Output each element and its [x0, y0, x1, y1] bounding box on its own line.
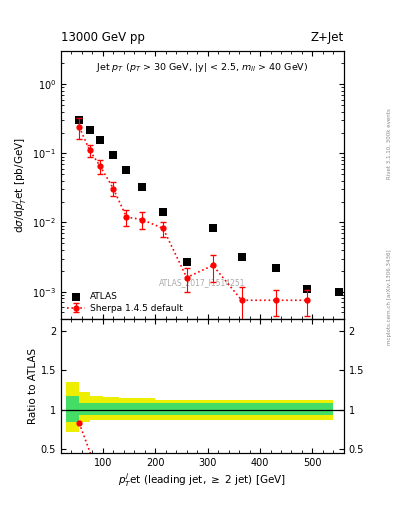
X-axis label: $p_T^{j}$et (leading jet, $\geq$ 2 jet) [GeV]: $p_T^{j}$et (leading jet, $\geq$ 2 jet) … — [118, 471, 286, 488]
ATLAS — [184, 258, 190, 266]
Y-axis label: d$\sigma$/d$p_T^{j}$et [pb/GeV]: d$\sigma$/d$p_T^{j}$et [pb/GeV] — [11, 137, 29, 233]
Text: 13000 GeV pp: 13000 GeV pp — [61, 31, 145, 44]
Text: Rivet 3.1.10, 300k events: Rivet 3.1.10, 300k events — [387, 108, 392, 179]
Text: mcplots.cern.ch [arXiv:1306.3436]: mcplots.cern.ch [arXiv:1306.3436] — [387, 249, 392, 345]
ATLAS — [97, 136, 103, 144]
ATLAS — [304, 285, 310, 293]
ATLAS — [336, 288, 342, 296]
ATLAS — [110, 151, 116, 159]
ATLAS — [160, 208, 166, 217]
Text: Jet $p_T$ ($p_T$ > 30 GeV, |y| < 2.5, $m_{ll}$ > 40 GeV): Jet $p_T$ ($p_T$ > 30 GeV, |y| < 2.5, $m… — [96, 60, 309, 74]
Text: Z+Jet: Z+Jet — [310, 31, 344, 44]
ATLAS — [139, 183, 145, 191]
Y-axis label: Ratio to ATLAS: Ratio to ATLAS — [28, 348, 38, 424]
Legend: ATLAS, Sherpa 1.4.5 default: ATLAS, Sherpa 1.4.5 default — [64, 288, 186, 316]
ATLAS — [210, 224, 216, 232]
ATLAS — [123, 165, 130, 174]
ATLAS — [273, 264, 279, 272]
ATLAS — [86, 125, 93, 134]
ATLAS — [239, 252, 245, 261]
Text: ATLAS_2017_I1514251: ATLAS_2017_I1514251 — [159, 278, 246, 287]
ATLAS — [76, 116, 83, 124]
